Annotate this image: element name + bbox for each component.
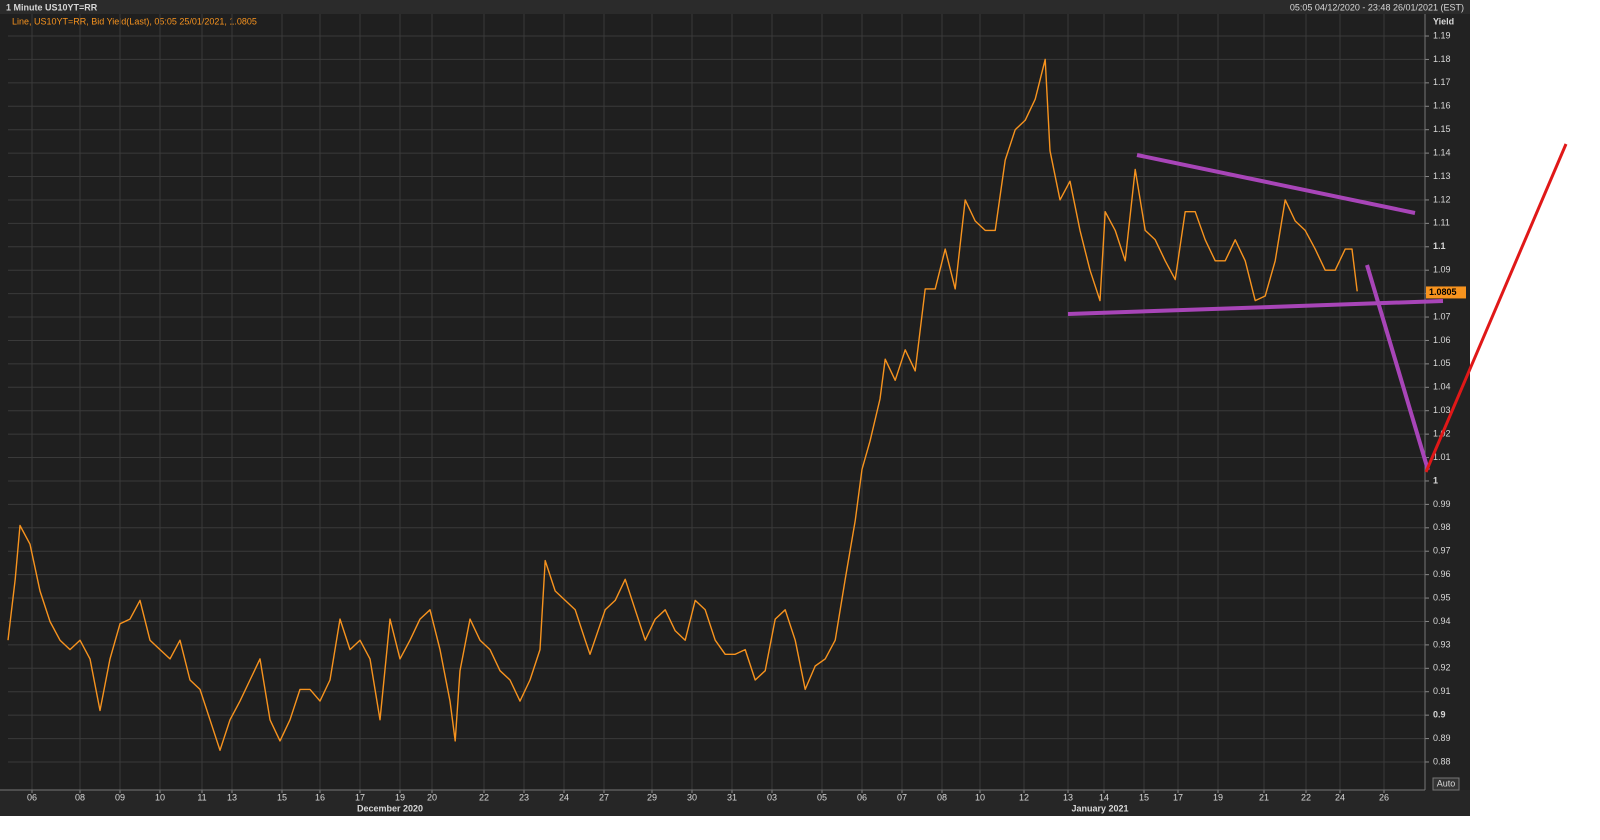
y-tick-label: 1.18 (1433, 54, 1451, 64)
y-tick-label: 1.12 (1433, 194, 1451, 204)
x-tick-label: 06 (857, 792, 867, 802)
x-tick-label: 14 (1099, 792, 1109, 802)
y-tick-label: 1 (1433, 475, 1438, 485)
x-tick-label: 10 (155, 792, 165, 802)
projection-down (1365, 264, 1430, 471)
x-tick-label: 16 (315, 792, 325, 802)
y-tick-label: 1.14 (1433, 147, 1451, 157)
y-tick-label: 1.03 (1433, 405, 1451, 415)
x-tick-label: 26 (1379, 792, 1389, 802)
x-tick-label: 30 (687, 792, 697, 802)
x-tick-label: 09 (115, 792, 125, 802)
marks: 0.88 0.89 0.9 0.91 0.92 0.93 0.94 0.95 0.96 0.97 0… (0, 14, 1466, 813)
y-tick-label: 1.01 (1433, 452, 1451, 462)
x-tick-label: 24 (1335, 792, 1345, 802)
y-tick-label: 0.96 (1433, 569, 1451, 579)
x-tick-label: 21 (1259, 792, 1269, 802)
y-tick-label: 0.92 (1433, 663, 1451, 673)
x-tick-label: 06 (27, 792, 37, 802)
y-tick-label: 1.05 (1433, 358, 1451, 368)
x-tick-label: 05 (817, 792, 827, 802)
x-tick-label: 11 (197, 792, 206, 802)
y-tick-label: 1.17 (1433, 77, 1451, 87)
y-tick-label: 1.15 (1433, 124, 1451, 134)
x-tick-label: 20 (427, 792, 437, 802)
x-tick-label: 22 (1301, 792, 1311, 802)
x-tick-label: 19 (1213, 792, 1223, 802)
y-tick-label: 1.16 (1433, 101, 1451, 111)
auto-button[interactable] (1432, 777, 1460, 791)
x-tick-label: 08 (937, 792, 947, 802)
x-tick-label: 27 (599, 792, 609, 802)
y-tick-label: 0.9 (1433, 710, 1446, 720)
x-tick-label: 17 (1173, 792, 1183, 802)
y-tick-label: 1.11 (1433, 218, 1450, 228)
x-tick-label: 13 (1063, 792, 1073, 802)
x-tick-label: 07 (897, 792, 907, 802)
y-tick-label: 1.09 (1433, 265, 1451, 275)
x-tick-label: 13 (227, 792, 237, 802)
y-tick-label: 0.88 (1433, 756, 1451, 766)
y-tick-label: 0.97 (1433, 546, 1451, 556)
chart-background (0, 0, 1470, 816)
chart-subtitle: 05:05 04/12/2020 - 23:48 26/01/2021 (EST… (1290, 2, 1464, 12)
trend-line-upper (1136, 153, 1416, 215)
x-tick-label: 15 (277, 792, 287, 802)
data-line (7, 58, 1358, 751)
x-tick-label: 08 (75, 792, 85, 802)
y-tick-label: 0.98 (1433, 522, 1451, 532)
y-tick-label: 0.95 (1433, 592, 1451, 602)
x-tick-label: 15 (1139, 792, 1149, 802)
x-tick-label: 31 (727, 792, 737, 802)
x-tick-label: 22 (479, 792, 489, 802)
y-tick-label: 1.13 (1433, 171, 1451, 181)
x-tick-label: 10 (975, 792, 985, 802)
legend-text: Line, US10YT=RR, Bid Yield(Last), 05:05 … (12, 16, 257, 26)
x-tick-label: 23 (519, 792, 529, 802)
x-tick-label: 29 (647, 792, 657, 802)
header-bar (0, 0, 1470, 14)
y-tick-label: 1.06 (1433, 335, 1451, 345)
y-tick-label: 1.04 (1433, 382, 1451, 392)
y-axis-label: Yield (1433, 16, 1454, 26)
x-group-label: January 2021 (1071, 803, 1128, 813)
x-tick-label: 12 (1019, 792, 1029, 802)
y-tick-label: 1.19 (1433, 30, 1451, 40)
x-tick-label: 17 (355, 792, 365, 802)
y-tick-label: 0.91 (1433, 686, 1451, 696)
y-tick-label: 1.1 (1433, 241, 1446, 251)
x-tick-label: 03 (767, 792, 777, 802)
auto-button-label[interactable]: Auto (1437, 778, 1456, 788)
projection-up (1424, 143, 1568, 473)
x-tick-label: 24 (559, 792, 569, 802)
y-tick-label: 0.99 (1433, 499, 1451, 509)
y-axis-band (1425, 14, 1470, 790)
last-value-box (1426, 286, 1466, 299)
y-tick-label: 0.89 (1433, 733, 1451, 743)
y-tick-label: 0.94 (1433, 616, 1451, 626)
trend-line-lower (1067, 299, 1444, 316)
y-tick-label: 0.93 (1433, 639, 1451, 649)
chart-title: 1 Minute US10YT=RR (6, 2, 98, 12)
y-tick-label: 1.07 (1433, 311, 1451, 321)
x-tick-label: 19 (395, 792, 405, 802)
x-axis-band (0, 790, 1470, 816)
x-group-label: December 2020 (357, 803, 423, 813)
last-value-label: 1.0805 (1429, 287, 1457, 297)
